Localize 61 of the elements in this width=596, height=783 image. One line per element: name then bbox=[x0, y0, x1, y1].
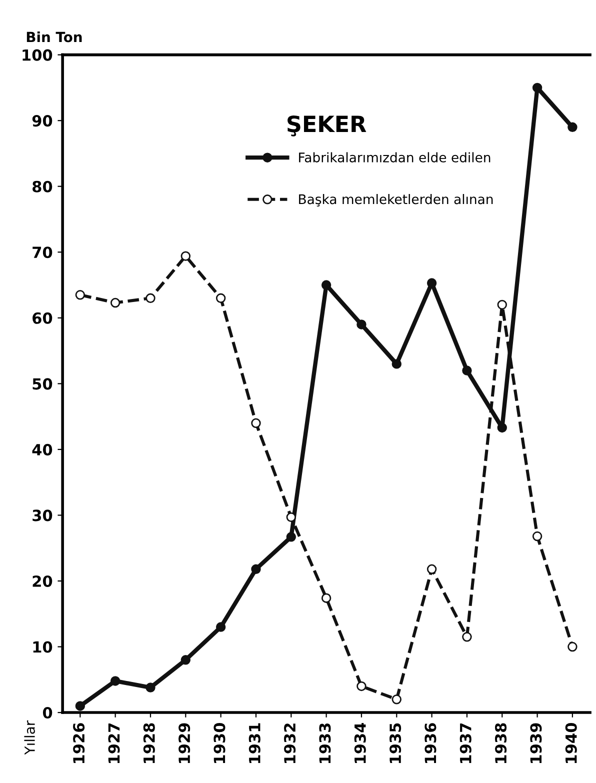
point bbox=[251, 564, 261, 574]
x-tick-label: 1940 bbox=[565, 722, 577, 764]
point bbox=[426, 564, 437, 574]
x-tick-label: 1931 bbox=[248, 723, 260, 764]
point bbox=[321, 280, 332, 290]
x-tick-label: 1938 bbox=[495, 723, 507, 764]
x-tick-label: 1939 bbox=[530, 723, 542, 764]
point bbox=[146, 293, 156, 304]
point bbox=[75, 701, 86, 711]
point bbox=[426, 278, 437, 288]
point bbox=[251, 418, 261, 428]
point bbox=[497, 300, 507, 310]
legend-label: Fabrikalarımızdan elde edilen bbox=[299, 152, 490, 162]
point bbox=[146, 682, 156, 692]
y-tick-label: 20 bbox=[32, 575, 52, 588]
point bbox=[216, 622, 226, 632]
y-tick-label: 30 bbox=[32, 510, 52, 522]
point bbox=[568, 642, 578, 652]
x-tick-label: 1926 bbox=[73, 723, 85, 764]
point bbox=[462, 632, 472, 642]
y-tick-label: 70 bbox=[32, 246, 52, 258]
point bbox=[356, 681, 366, 692]
point bbox=[532, 531, 542, 542]
y-tick-label: 40 bbox=[32, 444, 52, 456]
point bbox=[286, 532, 296, 542]
y-tick-label: 90 bbox=[32, 115, 52, 127]
point bbox=[75, 290, 86, 300]
point bbox=[462, 366, 472, 376]
x-tick-label: 1937 bbox=[460, 723, 472, 764]
y-tick-label: 0 bbox=[42, 706, 52, 719]
x-tick-label: 1928 bbox=[143, 723, 155, 764]
point bbox=[392, 694, 402, 704]
x-tick-label: 1935 bbox=[390, 723, 402, 764]
x-tick-label: 1932 bbox=[284, 724, 296, 764]
point bbox=[216, 293, 226, 304]
x-tick-label: 1927 bbox=[108, 723, 120, 764]
text: Yıllar bbox=[24, 720, 35, 755]
x-tick-label: 1930 bbox=[214, 722, 226, 764]
point bbox=[568, 122, 578, 132]
point bbox=[532, 82, 542, 93]
y-tick-label: 80 bbox=[32, 180, 52, 192]
legend-label: Başka memleketlerden alınan bbox=[299, 194, 493, 207]
point bbox=[180, 251, 191, 261]
y-axis-title: Bin Ton bbox=[26, 32, 82, 42]
y-tick-label: 10 bbox=[33, 641, 52, 653]
point bbox=[180, 655, 191, 665]
x-tick-label: 1929 bbox=[178, 723, 190, 764]
y-tick-label: 60 bbox=[32, 312, 52, 324]
point bbox=[497, 422, 507, 433]
y-tick-label: 100 bbox=[22, 49, 52, 61]
point bbox=[110, 676, 120, 686]
text: ŞEKER bbox=[288, 115, 366, 136]
y-tick-label: 50 bbox=[32, 378, 52, 390]
point bbox=[110, 298, 120, 308]
x-tick-label: 1933 bbox=[319, 723, 331, 764]
point bbox=[392, 359, 402, 369]
x-tick-label: 1936 bbox=[424, 723, 436, 764]
point bbox=[321, 593, 332, 603]
point bbox=[356, 320, 366, 330]
point bbox=[286, 512, 296, 522]
x-tick-label: 1934 bbox=[354, 722, 366, 764]
